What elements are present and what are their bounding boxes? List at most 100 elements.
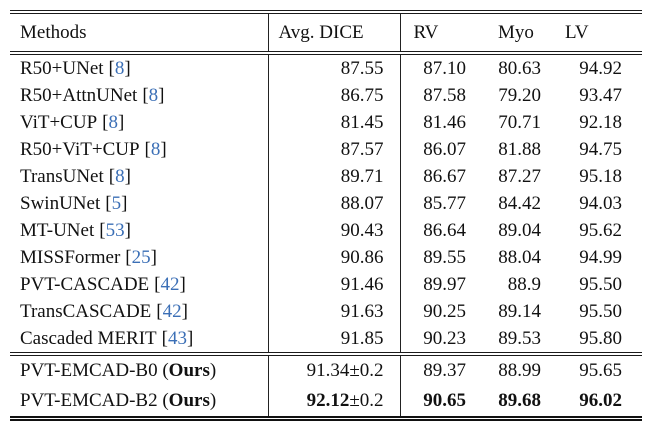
table-row: ViT+CUP [8] 81.45 81.46 70.71 92.18 <box>10 109 642 136</box>
citation-link[interactable]: 42 <box>162 300 182 322</box>
citation-bracket-close: ] <box>160 138 167 160</box>
ours-methods-section: PVT-EMCAD-B0 (Ours) 91.34±0.2 89.37 88.9… <box>10 354 642 421</box>
table-row: R50+UNet [8] 87.55 87.10 80.63 94.92 <box>10 53 642 82</box>
myo-cell: 87.27 <box>498 165 541 187</box>
citation-bracket-close: ] <box>124 165 131 187</box>
method-cell: R50+UNet [8] <box>10 53 268 82</box>
lv-cell: 94.99 <box>579 246 622 268</box>
lv-cell: 95.50 <box>579 273 622 295</box>
avg-dice-cell: 81.45 <box>267 109 400 136</box>
avg-dice-cell: 91.46 <box>267 271 400 298</box>
dice-value: 91.34 <box>306 360 350 381</box>
paren-open: ( <box>157 390 169 411</box>
citation-link[interactable]: 8 <box>148 84 159 106</box>
table-row: SwinUNet [5] 88.07 85.77 84.42 94.03 <box>10 190 642 217</box>
avg-dice-cell: 88.07 <box>267 190 400 217</box>
baseline-methods-section: R50+UNet [8] 87.55 87.10 80.63 94.92 R50+… <box>10 53 642 356</box>
method-cell: R50+ViT+CUP [8] <box>10 136 268 163</box>
rv-cell: 86.67 <box>399 163 480 190</box>
lv-cell: 94.03 <box>579 192 622 214</box>
table-row: R50+AttnUNet [8] 86.75 87.58 79.20 93.47 <box>10 82 642 109</box>
citation-bracket-close: ] <box>186 327 194 349</box>
method-name: R50+ViT+CUP <box>20 138 140 160</box>
avg-dice-cell: 91.34±0.2 <box>267 354 400 386</box>
plus-minus-value: ±0.2 <box>349 360 384 381</box>
lv-cell: 95.18 <box>579 165 622 187</box>
citation-link[interactable]: 8 <box>114 57 125 79</box>
myo-cell: 88.99 <box>498 360 541 381</box>
citation-link[interactable]: 8 <box>115 165 125 187</box>
citation-bracket-open: [ <box>161 327 168 349</box>
method-cell: SwinUNet [5] <box>10 190 268 217</box>
method-name: TransUNet <box>20 165 104 187</box>
citation-bracket-close: ] <box>158 84 165 106</box>
lv-cell: 95.62 <box>579 219 622 241</box>
lv-cell: 95.65 <box>579 360 622 381</box>
rv-cell: 89.37 <box>399 354 480 386</box>
citation-link[interactable]: 53 <box>105 219 125 241</box>
method-name: PVT-EMCAD-B0 <box>20 360 158 381</box>
citation-link[interactable]: 43 <box>167 327 187 349</box>
myo-cell: 88.04 <box>498 246 541 268</box>
rv-cell: 89.55 <box>399 244 480 271</box>
citation-bracket-close: ] <box>117 111 125 133</box>
table-row: R50+ViT+CUP [8] 87.57 86.07 81.88 94.75 <box>10 136 642 163</box>
citation-bracket-open: [ <box>154 273 161 295</box>
lv-cell: 92.18 <box>579 111 622 133</box>
citation-bracket-open: [ <box>108 165 116 187</box>
citation-bracket-open: [ <box>125 246 132 268</box>
rv-cell: 86.64 <box>399 217 480 244</box>
method-name: MISSFormer <box>20 246 121 268</box>
method-cell: TransUNet [8] <box>10 163 268 190</box>
rv-cell: 90.25 <box>399 298 480 325</box>
rv-cell: 86.07 <box>399 136 480 163</box>
rv-cell: 89.97 <box>399 271 480 298</box>
method-cell: MISSFormer [25] <box>10 244 268 271</box>
avg-dice-cell: 87.55 <box>267 53 400 82</box>
citation-bracket-close: ] <box>121 192 128 214</box>
rv-cell: 85.77 <box>399 190 480 217</box>
plus-minus-value: ±0.2 <box>349 390 384 411</box>
table-row: PVT-CASCADE [42] 91.46 89.97 88.9 95.50 <box>10 271 642 298</box>
avg-dice-cell: 89.71 <box>267 163 400 190</box>
citation-link[interactable]: 42 <box>160 273 180 295</box>
myo-cell: 89.68 <box>480 386 555 421</box>
citation-link[interactable]: 5 <box>111 192 122 214</box>
citation-bracket-open: [ <box>142 84 149 106</box>
rv-cell: 87.10 <box>399 53 480 82</box>
segmentation-results-table: Methods Avg. DICE RV Myo LV R50+UNet [8] … <box>10 10 642 421</box>
method-cell: Cascaded MERIT [43] <box>10 325 268 356</box>
table-row: MT-UNet [53] 90.43 86.64 89.04 95.62 <box>10 217 642 244</box>
lv-cell: 94.92 <box>579 57 622 79</box>
table-row: Cascaded MERIT [43] 91.85 90.23 89.53 95.… <box>10 325 642 356</box>
citation-bracket-open: [ <box>108 57 115 79</box>
lv-cell: 95.80 <box>555 325 642 356</box>
ours-label: Ours <box>168 360 210 381</box>
method-name: ViT+CUP <box>20 111 98 133</box>
avg-dice-cell: 91.85 <box>267 325 400 356</box>
citation-link[interactable]: 8 <box>108 111 118 133</box>
paren-open: ( <box>157 360 169 381</box>
header-row: Methods Avg. DICE RV Myo LV <box>10 10 642 55</box>
citation-bracket-close: ] <box>181 300 188 322</box>
citation-link[interactable]: 8 <box>150 138 161 160</box>
method-name: MT-UNet <box>20 219 95 241</box>
avg-dice-cell: 91.63 <box>267 298 400 325</box>
table-row-ours-b2: PVT-EMCAD-B2 (Ours) 92.12±0.2 90.65 89.6… <box>10 386 642 421</box>
avg-dice-cell: 92.12±0.2 <box>267 386 400 421</box>
citation-link[interactable]: 25 <box>131 246 151 268</box>
ours-label: Ours <box>168 390 210 411</box>
lv-cell: 93.47 <box>579 84 622 106</box>
lv-cell: 94.75 <box>579 138 622 160</box>
method-name: SwinUNet <box>20 192 101 214</box>
myo-cell: 84.42 <box>498 192 541 214</box>
method-name: R50+AttnUNet <box>20 84 138 106</box>
method-cell: MT-UNet [53] <box>10 217 268 244</box>
citation-bracket-close: ] <box>124 57 131 79</box>
myo-cell: 89.53 <box>480 325 555 356</box>
method-name: PVT-CASCADE <box>20 273 150 295</box>
table-header: Methods Avg. DICE RV Myo LV <box>10 10 642 55</box>
rv-cell: 81.46 <box>399 109 480 136</box>
citation-bracket-open: [ <box>102 111 109 133</box>
